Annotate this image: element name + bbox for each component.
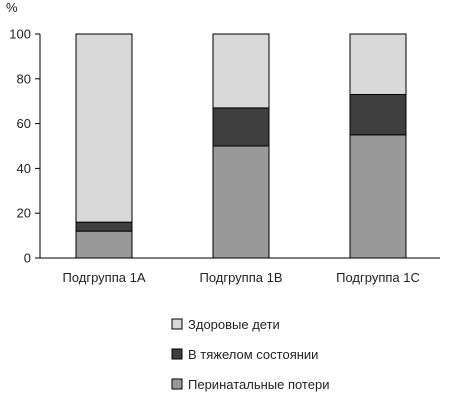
bar-segment xyxy=(349,93,407,136)
y-tick-label: 0 xyxy=(24,251,31,266)
legend-label: Перинатальные потери xyxy=(188,377,329,392)
bar-segment xyxy=(75,230,133,259)
y-tick-label: 40 xyxy=(17,161,31,176)
bar-segment xyxy=(75,221,133,232)
y-tick-label: 60 xyxy=(17,116,31,131)
x-category-label: Подгруппа 1B xyxy=(199,270,282,285)
legend: Здоровые дети В тяжелом состоянии Перината… xyxy=(171,317,329,392)
y-axis: 0 20 40 60 80 100 xyxy=(9,27,41,266)
y-axis-unit-label: % xyxy=(6,0,18,15)
bar-segment xyxy=(212,145,270,259)
bar-segment xyxy=(349,134,407,259)
legend-label: В тяжелом состоянии xyxy=(188,347,318,362)
y-tick-label: 100 xyxy=(9,27,31,42)
x-category-label: Подгруппа 1A xyxy=(62,270,145,285)
bar-segment xyxy=(349,33,407,95)
legend-swatch xyxy=(171,318,183,330)
bars xyxy=(75,33,407,259)
bar-segment xyxy=(212,33,270,109)
y-tick-label: 80 xyxy=(17,71,31,86)
legend-swatch xyxy=(171,378,183,390)
x-axis: Подгруппа 1A Подгруппа 1B Подгруппа 1C xyxy=(40,257,440,285)
x-category-label: Подгруппа 1C xyxy=(336,270,420,285)
legend-swatch xyxy=(171,348,183,360)
bar-segment xyxy=(212,107,270,147)
legend-label: Здоровые дети xyxy=(188,317,280,332)
bar-segment xyxy=(75,33,133,223)
y-tick-label: 20 xyxy=(17,206,31,221)
